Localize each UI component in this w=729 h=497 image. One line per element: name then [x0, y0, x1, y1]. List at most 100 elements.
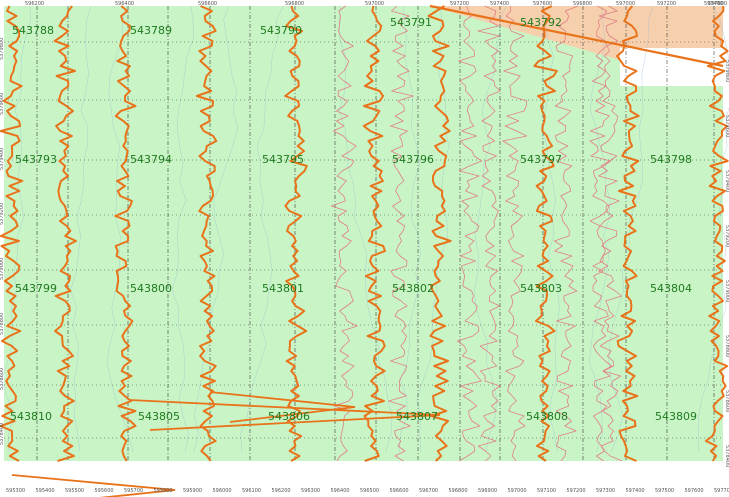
contour-lines	[1, 5, 729, 453]
axis-label-bottom: 596300	[301, 488, 320, 494]
contour-line	[70, 5, 92, 453]
axis-label-top: 597600	[708, 1, 727, 7]
survey-trace-crossing	[209, 391, 356, 423]
contour-line	[698, 5, 729, 453]
survey-trace-secondary	[388, 5, 414, 462]
contour-line	[338, 5, 393, 453]
axis-label-top: 597200	[450, 1, 469, 7]
contour-line	[588, 5, 611, 453]
axis-label-bottom: 597000	[508, 488, 527, 494]
tile-label: 543807	[396, 410, 438, 423]
tile-label: 543803	[520, 282, 562, 295]
zone-boundary-line	[429, 4, 724, 68]
axis-label-top: 597000	[365, 1, 384, 7]
axis-label-left: 5378400	[0, 423, 5, 445]
axis-label-right: 5379800	[724, 60, 729, 82]
grid-lines	[4, 6, 723, 461]
axis-label-left: 5379600	[0, 93, 5, 115]
survey-trace-primary	[704, 6, 729, 462]
survey-trace-secondary	[598, 5, 623, 462]
axis-label-bottom: 596900	[478, 488, 497, 494]
axis-label-bottom: 596200	[272, 488, 291, 494]
tile-label: 543798	[650, 153, 692, 166]
survey-trace-secondary	[330, 5, 358, 462]
tile-label: 543801	[262, 282, 304, 295]
tile-labels: 543788 543789 543790 543791 543792 543793 5437…	[10, 16, 697, 423]
axis-label-bottom: 597400	[626, 488, 645, 494]
survey-trace-primary	[533, 5, 558, 462]
survey-trace-primary	[284, 5, 308, 462]
axis-label-top: 597600	[533, 1, 552, 7]
axis-label-bottom: 596400	[331, 488, 350, 494]
axis-label-right: 5379200	[724, 225, 729, 247]
tile-label: 543809	[655, 410, 697, 423]
axis-label-bottom: 595900	[183, 488, 202, 494]
axis-label-left: 5379800	[0, 38, 5, 60]
tile-label: 543805	[138, 410, 180, 423]
survey-trace-primary	[616, 5, 640, 462]
tile-label: 543806	[268, 410, 310, 423]
axis-label-top: 596600	[198, 1, 217, 7]
axis-label-top: 597400	[704, 1, 723, 7]
contour-line	[240, 5, 284, 453]
tile-label: 543804	[650, 282, 692, 295]
axis-label-bottom: 596500	[360, 488, 379, 494]
axis-label-left: 5378800	[0, 313, 5, 335]
axis-label-left: 5379000	[0, 258, 5, 280]
survey-trace-secondary	[589, 5, 612, 462]
axis-label-top: 597200	[657, 1, 676, 7]
axis-label-right: 5379000	[724, 280, 729, 302]
axis-label-right: 5379600	[724, 115, 729, 137]
survey-trace-secondary	[554, 5, 579, 462]
axis-label-right: 5378600	[724, 390, 729, 412]
contour-line	[416, 5, 450, 453]
axis-label-top: 596400	[115, 1, 134, 7]
axis-label-bottom: 596000	[213, 488, 232, 494]
axis-label-bottom: 597700	[714, 488, 729, 494]
tile-label: 543797	[520, 153, 562, 166]
survey-trace-crossing	[129, 399, 441, 431]
unmapped-gap	[620, 48, 723, 86]
axis-label-bottom: 597500	[655, 488, 674, 494]
survey-trace-primary	[195, 5, 218, 462]
contour-line	[1, 5, 31, 453]
tile-label: 543808	[526, 410, 568, 423]
axis-label-bottom: 596700	[419, 488, 438, 494]
tile-label: 543793	[15, 153, 57, 166]
tile-label: 543794	[130, 153, 172, 166]
axis-label-top: 596200	[25, 1, 44, 7]
tile-label: 543810	[10, 410, 52, 423]
tile-label: 543790	[260, 24, 302, 37]
survey-trace-secondary	[477, 5, 501, 462]
contour-line	[474, 5, 507, 453]
tile-label: 543800	[130, 282, 172, 295]
axis-label-left: 5379400	[0, 148, 5, 170]
axis-label-right: 5379400	[724, 170, 729, 192]
tile-label: 543788	[12, 24, 54, 37]
axis-label-right: 5378400	[724, 445, 729, 467]
survey-trace-primary	[114, 5, 137, 462]
tile-label: 543791	[390, 16, 432, 29]
survey-trace-primary	[362, 5, 386, 462]
axis-label-bottom: 597100	[537, 488, 556, 494]
survey-trace-primary	[0, 5, 24, 462]
axis-label-top: 596800	[573, 1, 592, 7]
axis-label-bottom: 596100	[242, 488, 261, 494]
axis-label-left: 5379200	[0, 203, 5, 225]
axis-label-right: 5378800	[724, 335, 729, 357]
contour-line	[171, 5, 194, 453]
axis-label-left: 5378600	[0, 368, 5, 390]
axis-label-top: 597000	[616, 1, 635, 7]
survey-trace-secondary	[457, 5, 482, 462]
axis-label-bottom: 596800	[449, 488, 468, 494]
survey-trace-secondary	[502, 5, 528, 462]
survey-trace-primary	[53, 5, 77, 462]
axis-label-bottom: 597200	[567, 488, 586, 494]
tile-label: 543802	[392, 282, 434, 295]
tile-label: 543789	[130, 24, 172, 37]
axis-label-top: 596800	[285, 1, 304, 7]
axis-label-bottom: 597600	[685, 488, 704, 494]
